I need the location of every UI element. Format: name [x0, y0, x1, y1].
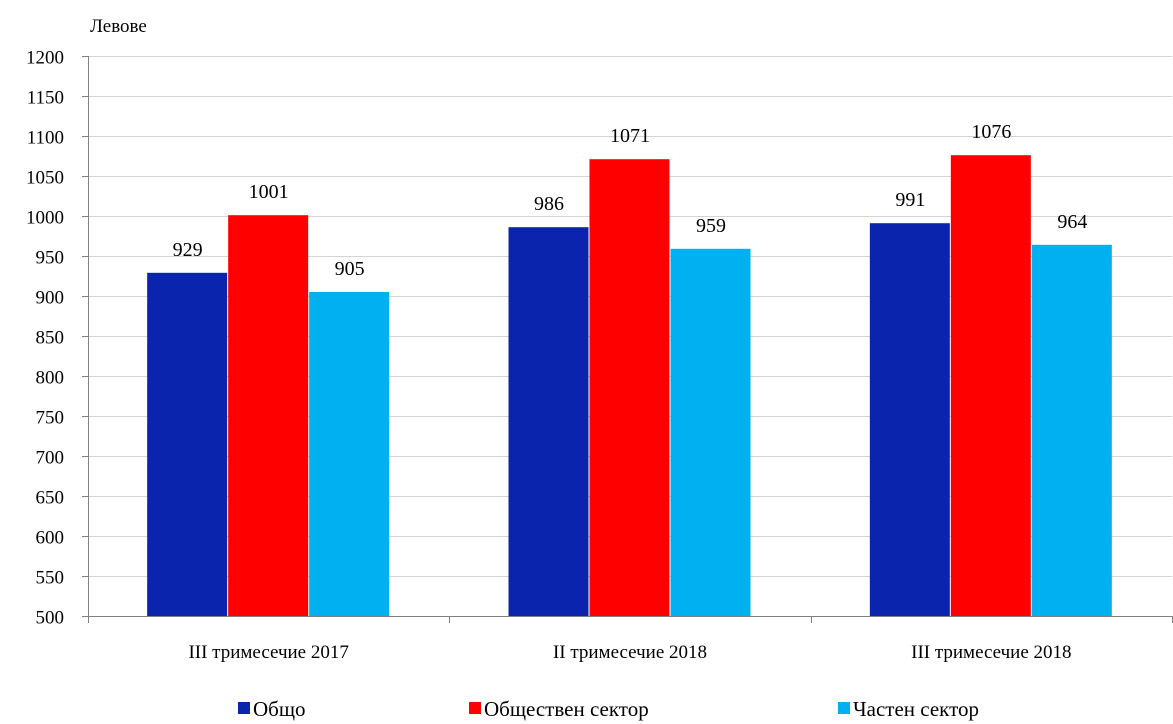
- y-tick-label: 1200: [26, 48, 64, 69]
- data-label: 905: [335, 258, 365, 280]
- y-tick-label: 600: [36, 528, 65, 549]
- legend: Общо Обществен сектор Частен сектор: [238, 697, 979, 721]
- y-tick-label: 950: [36, 248, 65, 269]
- bar: [589, 159, 670, 616]
- legend-label: Частен сектор: [853, 697, 979, 721]
- labels: 929 1001 905 III тримесечие 2017 986 1071 959 I…: [173, 121, 1088, 663]
- y-tick-label: 500: [36, 608, 65, 629]
- bar: [1031, 244, 1112, 617]
- data-label: 1001: [249, 181, 289, 203]
- category-label: II тримесечие 2018: [553, 642, 707, 663]
- data-label: 1071: [610, 125, 650, 147]
- y-tick-label: 1050: [26, 168, 64, 189]
- bars: [147, 155, 1112, 617]
- bar: [950, 155, 1031, 616]
- bar: [869, 223, 950, 616]
- data-label: 1076: [971, 121, 1011, 143]
- y-tick-label: 850: [36, 328, 65, 349]
- y-axis-unit-label: Левове: [90, 16, 147, 37]
- legend-swatch: [838, 702, 850, 714]
- data-label: 964: [1057, 211, 1087, 233]
- bar: [508, 227, 589, 616]
- legend-swatch: [469, 702, 481, 714]
- bar: [670, 248, 751, 617]
- y-tick-label: 900: [36, 288, 65, 309]
- category-label: III тримесечие 2018: [911, 642, 1071, 663]
- bar: [228, 215, 309, 616]
- y-tick-label: 1150: [27, 88, 64, 109]
- category-label: III тримесечие 2017: [188, 642, 348, 663]
- legend-label: Общо: [253, 697, 306, 721]
- data-label: 986: [534, 193, 564, 215]
- data-label: 991: [895, 189, 925, 211]
- y-tick-label: 1000: [26, 208, 64, 229]
- y-tick-label: 1100: [27, 128, 64, 149]
- data-label: 959: [696, 215, 726, 237]
- y-tick-label: 550: [36, 568, 65, 589]
- y-tick-label: 700: [36, 448, 65, 469]
- bar: [147, 272, 228, 616]
- axes: 500 550 600 650 700 750 800 850 900 950 1000 1050 11…: [26, 48, 1173, 629]
- y-tick-label: 800: [36, 368, 65, 389]
- y-tick-label: 650: [36, 488, 65, 509]
- legend-label: Обществен сектор: [484, 697, 649, 721]
- data-label: 929: [173, 239, 203, 261]
- bar: [309, 292, 390, 616]
- legend-swatch: [238, 702, 250, 714]
- y-tick-label: 750: [36, 408, 65, 429]
